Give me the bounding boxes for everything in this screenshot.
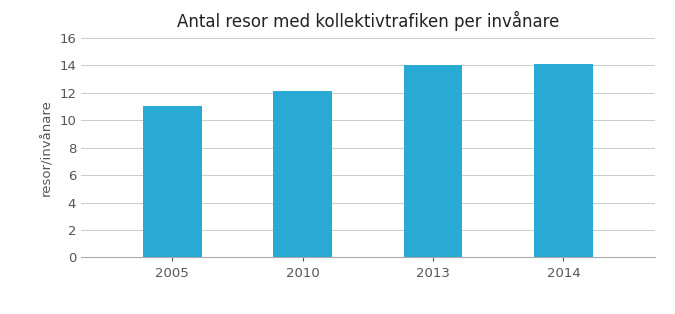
Bar <box>143 106 202 257</box>
Bar <box>404 65 462 257</box>
Title: Antal resor med kollektivtrafiken per invånare: Antal resor med kollektivtrafiken per in… <box>177 10 559 30</box>
Bar <box>273 91 332 257</box>
Bar <box>534 64 593 257</box>
Y-axis label: resor/invånare: resor/invånare <box>40 99 53 196</box>
